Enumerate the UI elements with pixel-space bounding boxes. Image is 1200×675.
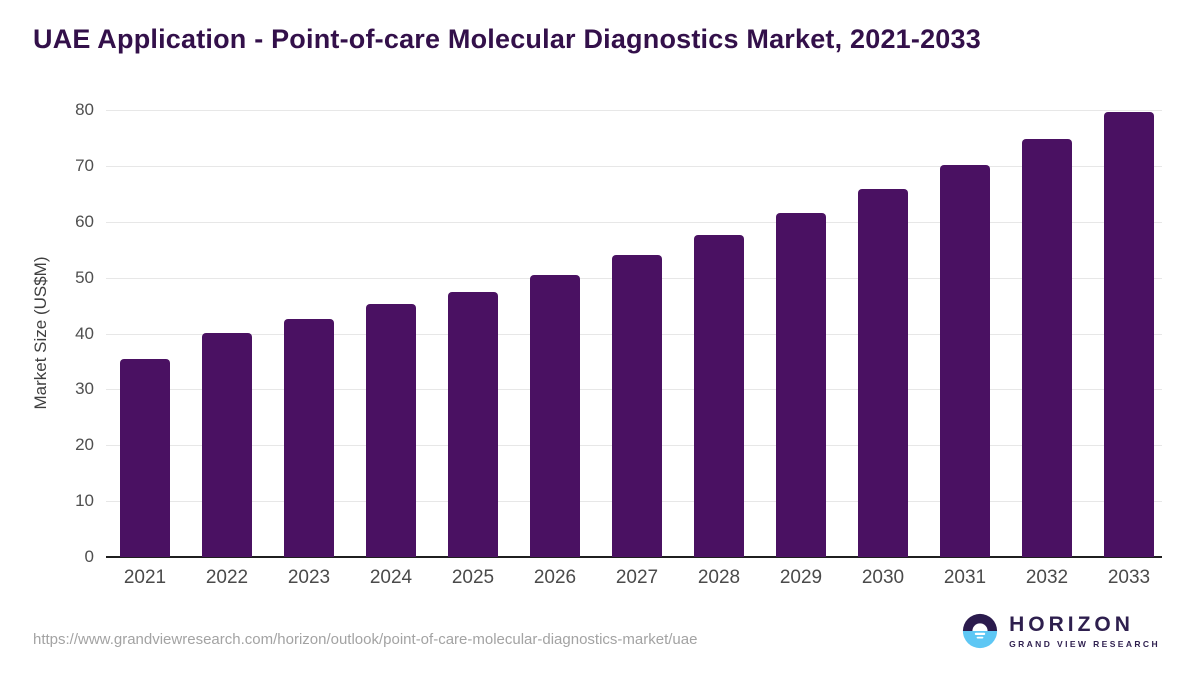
x-tick-label-2023: 2023: [287, 567, 331, 588]
bar-2024: [366, 304, 416, 557]
y-tick-label-0: 0: [84, 547, 94, 566]
bar-2021: [120, 358, 170, 557]
x-axis-line: [106, 556, 1162, 558]
logo: HORIZON GRAND VIEW RESEARCH: [961, 612, 1160, 650]
bar-2027: [612, 255, 662, 557]
bar-2030: [858, 189, 908, 557]
bar-2023: [284, 318, 334, 557]
bar-2026: [530, 274, 580, 557]
x-tick-label-2021: 2021: [123, 567, 167, 588]
y-tick-label-30: 30: [75, 379, 94, 399]
bar-2032: [1022, 138, 1072, 557]
y-tick-label-40: 40: [75, 323, 94, 343]
plot-area: 0 10 20 30 40 50 60 70 80: [75, 101, 1162, 566]
gridline-y-80: [106, 110, 1162, 111]
bar-2029: [776, 213, 826, 557]
x-tick-label-2024: 2024: [369, 567, 413, 588]
chart-title: UAE Application - Point-of-care Molecula…: [33, 24, 981, 54]
x-tick-label-2029: 2029: [779, 567, 823, 588]
gridline-y-70: [106, 165, 1162, 167]
x-tick-label-2030: 2030: [861, 567, 905, 588]
x-tick-label-2027: 2027: [615, 567, 659, 588]
logo-subtitle: GRAND VIEW RESEARCH: [1009, 638, 1160, 649]
logo-name: HORIZON: [1009, 612, 1134, 636]
y-tick-label-10: 10: [75, 491, 94, 511]
bar-2025: [448, 292, 498, 557]
y-tick-label-50: 50: [75, 267, 94, 287]
y-tick-label-80: 80: [75, 100, 94, 119]
bar-2031: [940, 164, 990, 557]
y-tick-label-20: 20: [75, 435, 94, 455]
x-tick-label-2028: 2028: [697, 567, 741, 588]
x-tick-label-2031: 2031: [943, 567, 987, 588]
bar-2022: [202, 332, 252, 557]
y-tick-label-70: 70: [75, 155, 94, 175]
y-tick-label-60: 60: [75, 211, 94, 231]
x-tick-label-2033: 2033: [1107, 567, 1151, 588]
gridline-y-60: [106, 221, 1162, 223]
logo-text: HORIZON GRAND VIEW RESEARCH: [1009, 612, 1160, 649]
x-tick-label-2022: 2022: [205, 567, 249, 588]
horizon-sun-icon: [961, 612, 999, 650]
x-tick-label-2025: 2025: [451, 567, 495, 588]
x-tick-label-2032: 2032: [1025, 567, 1069, 588]
x-tick-label-2026: 2026: [533, 567, 577, 588]
bar-2028: [694, 235, 744, 557]
source-url: https://www.grandviewresearch.com/horizo…: [33, 631, 698, 648]
bar-2033: [1104, 112, 1154, 557]
